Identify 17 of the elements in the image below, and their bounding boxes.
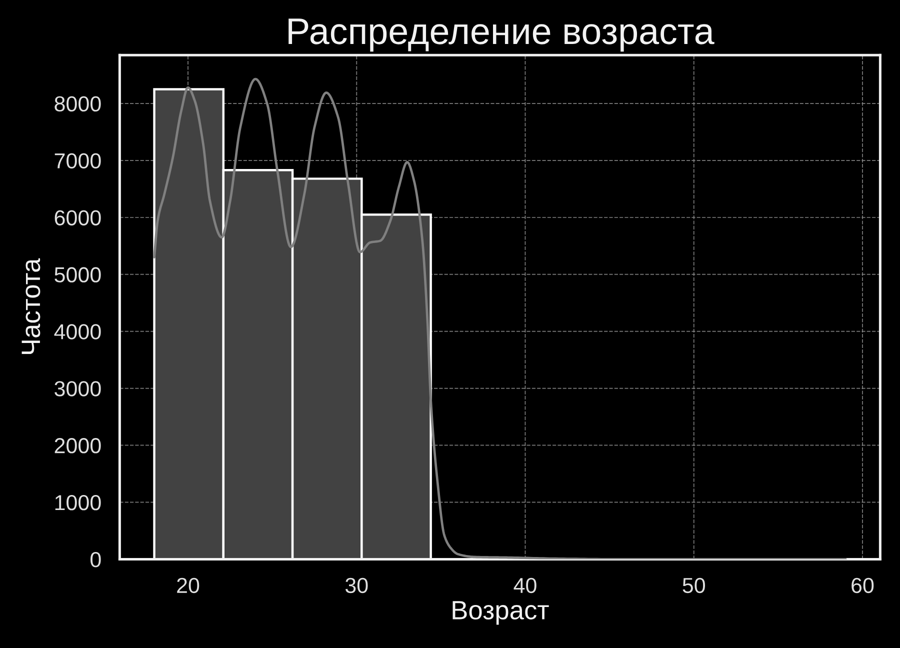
y-tick-label: 5000 <box>54 267 101 282</box>
x-tick-label: 30 <box>345 578 368 594</box>
y-tick-label: 6000 <box>54 210 101 226</box>
x-tick-label: 50 <box>682 578 705 594</box>
x-tick-label: 40 <box>514 578 536 594</box>
x-tick-label: 60 <box>852 578 874 594</box>
y-tick-label: 2000 <box>54 438 101 454</box>
x-axis-title: Возраст <box>452 601 549 625</box>
x-tick-label: 20 <box>177 578 200 594</box>
y-tick-label: 3000 <box>54 381 101 396</box>
y-tick-label: 1000 <box>55 495 101 510</box>
y-tick-label: 0 <box>90 552 101 568</box>
chart-title: Распределение возраста <box>288 18 714 52</box>
y-tick-label: 8000 <box>54 96 101 112</box>
y-tick-label: 4000 <box>54 324 101 340</box>
y-axis-title: Частота <box>22 258 40 354</box>
y-tick-label: 7000 <box>54 153 101 168</box>
